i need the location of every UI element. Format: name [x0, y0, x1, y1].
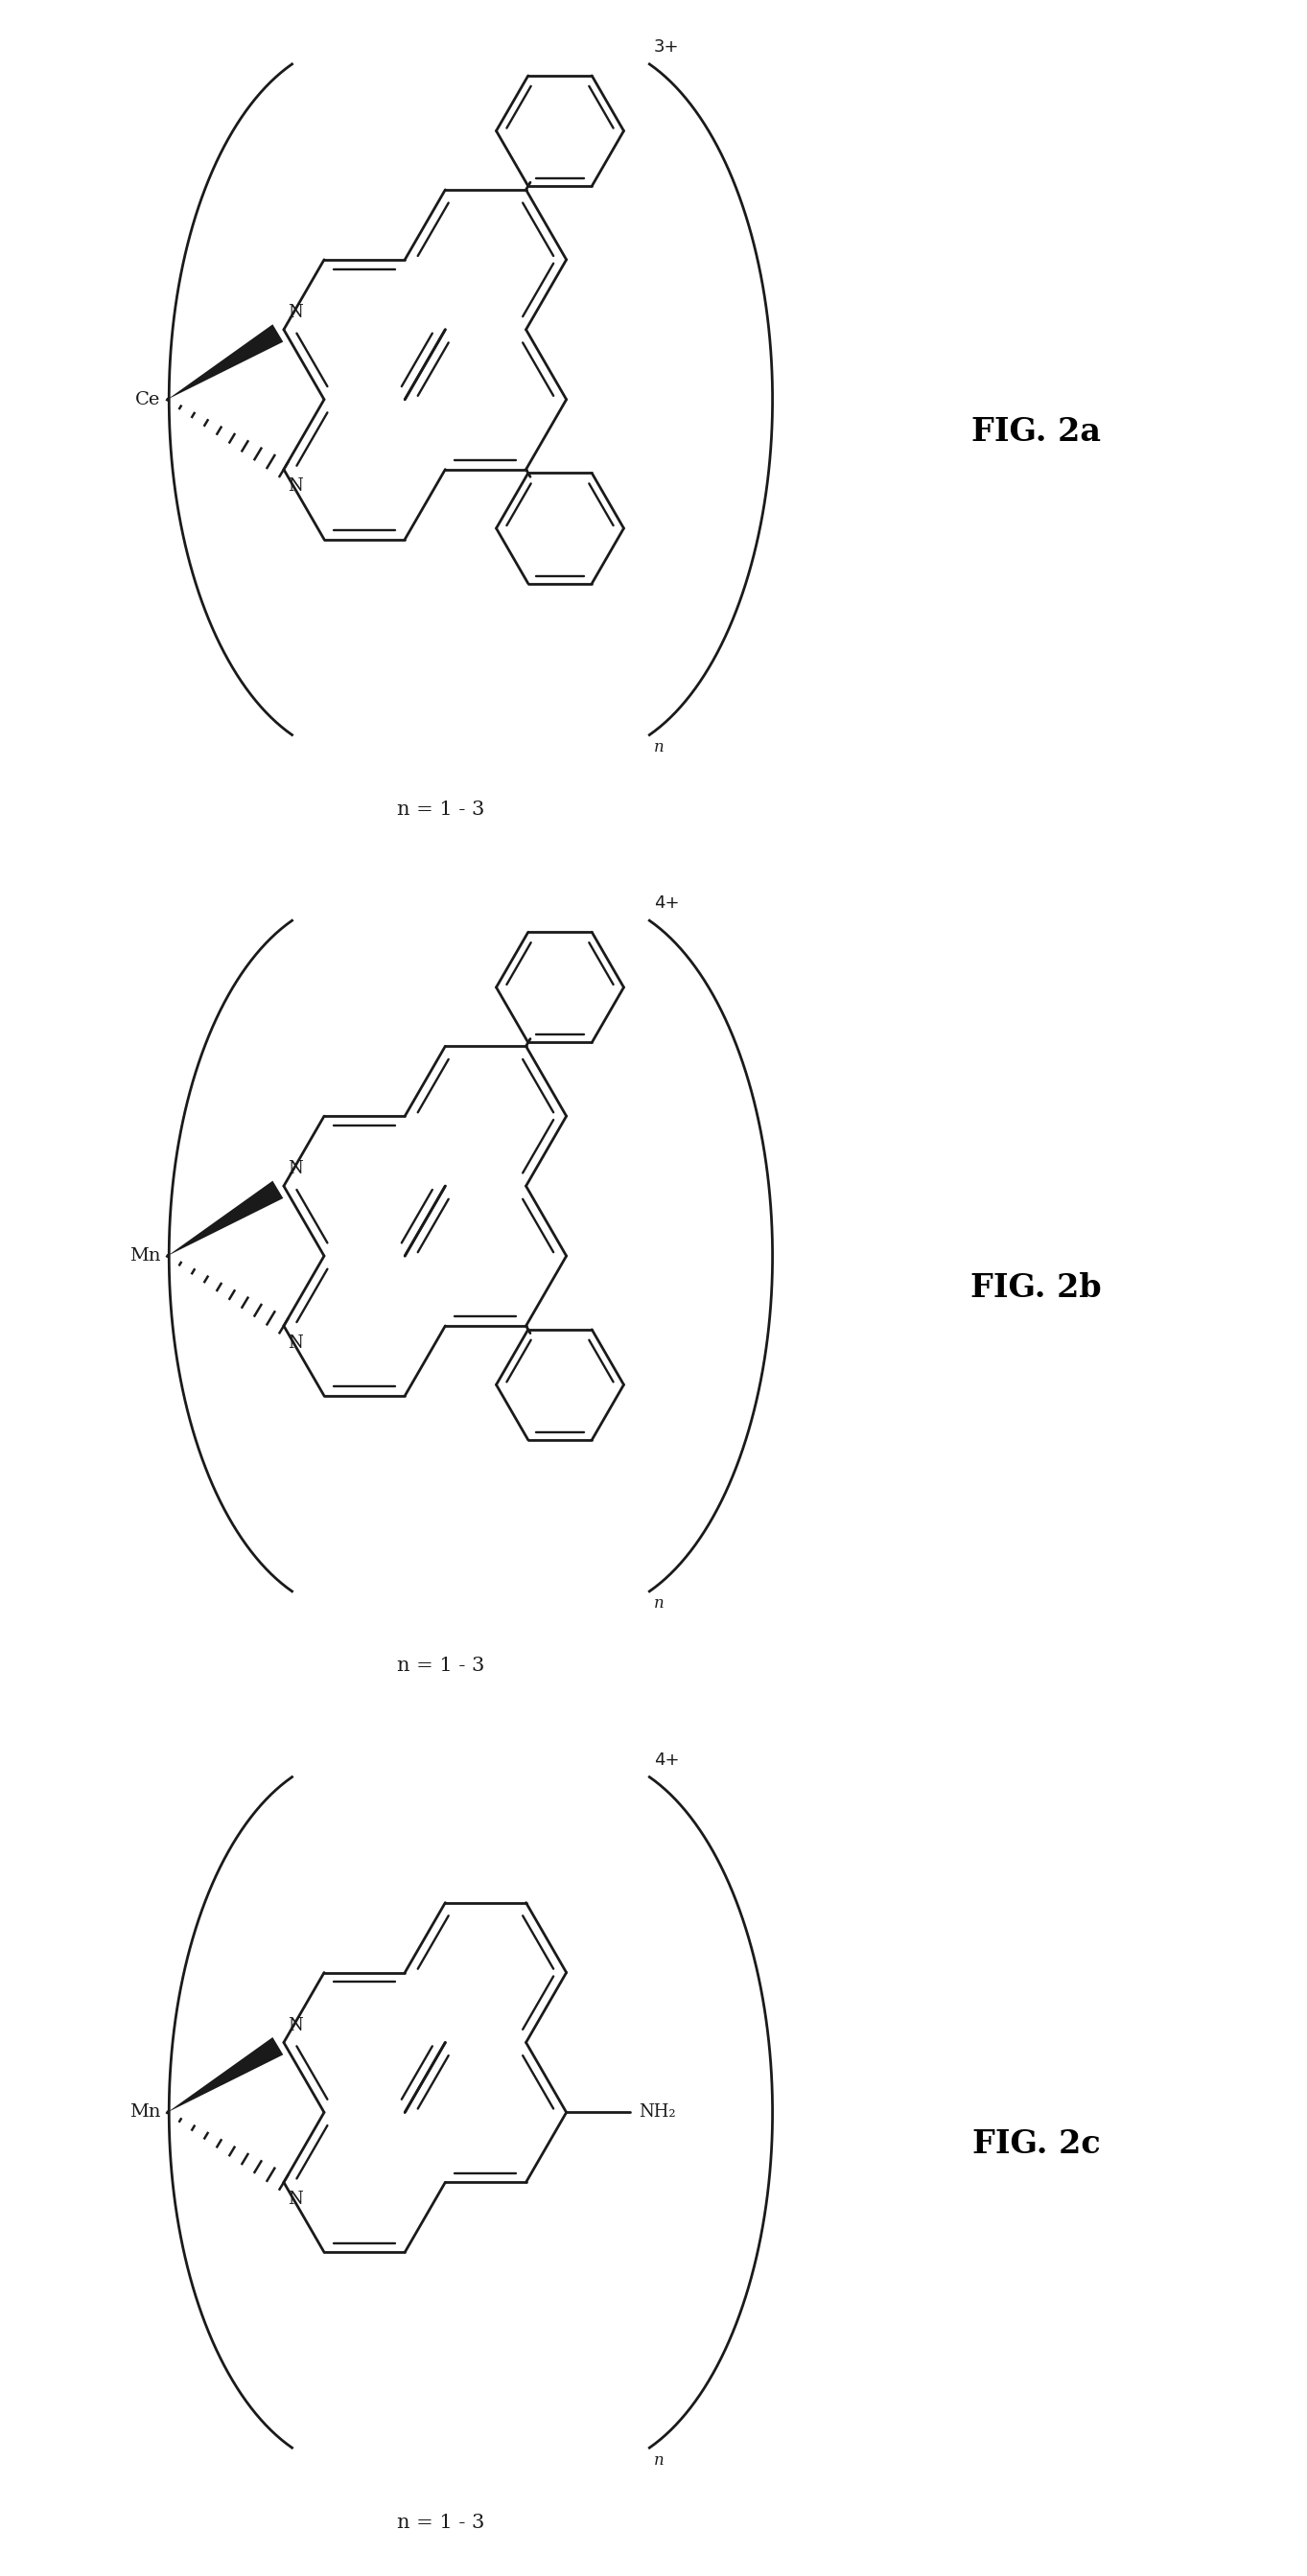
Text: N: N — [288, 1334, 303, 1352]
Text: NH₂: NH₂ — [639, 2105, 676, 2120]
Polygon shape — [167, 1180, 284, 1257]
Text: 3+: 3+ — [654, 39, 680, 57]
Text: n: n — [654, 1595, 664, 1613]
Text: n = 1 - 3: n = 1 - 3 — [397, 1656, 485, 1674]
Text: FIG. 2c: FIG. 2c — [972, 2128, 1100, 2161]
Text: FIG. 2a: FIG. 2a — [971, 415, 1100, 448]
Text: n: n — [654, 739, 664, 755]
Text: Mn: Mn — [129, 2105, 161, 2120]
Text: N: N — [288, 479, 303, 495]
Polygon shape — [167, 325, 284, 399]
Text: 4+: 4+ — [654, 894, 680, 912]
Text: Mn: Mn — [129, 1247, 161, 1265]
Polygon shape — [167, 2038, 284, 2112]
Text: N: N — [288, 2017, 303, 2035]
Text: n = 1 - 3: n = 1 - 3 — [397, 2514, 485, 2532]
Text: N: N — [288, 1159, 303, 1177]
Text: 4+: 4+ — [654, 1752, 680, 1770]
Text: n = 1 - 3: n = 1 - 3 — [397, 801, 485, 819]
Text: FIG. 2b: FIG. 2b — [971, 1273, 1102, 1303]
Text: n: n — [654, 2452, 664, 2468]
Text: N: N — [288, 304, 303, 322]
Text: N: N — [288, 2190, 303, 2208]
Text: Ce: Ce — [135, 392, 161, 407]
